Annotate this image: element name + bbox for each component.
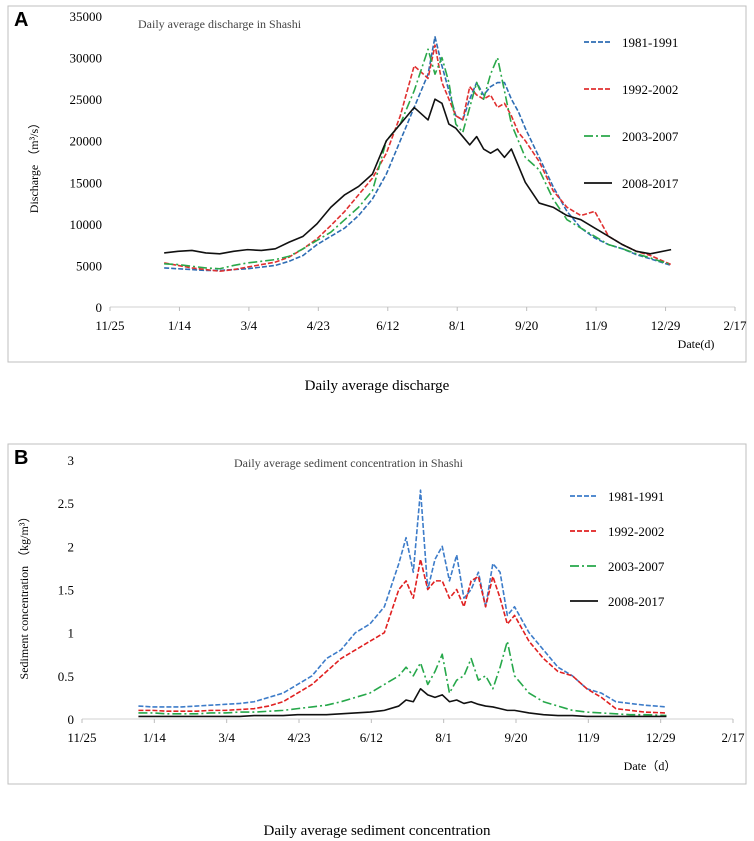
x-tick-label: 11/9 (577, 730, 600, 745)
chart-b-xlabel: Date（d） (624, 759, 677, 773)
series-line-1992-2002 (164, 44, 672, 273)
x-tick-label: 2/17 (723, 318, 747, 333)
y-tick-label: 2.5 (58, 496, 74, 511)
legend-label: 1981-1991 (608, 489, 664, 504)
x-tick-label: 6/12 (376, 318, 399, 333)
series-line-2003-2007 (138, 640, 667, 717)
chart-b-legend: 1981-1991 1992-2002 2003-2007 2008-2017 (570, 489, 665, 609)
chart-b-ylabel: Sediment concentration （kg/m³） (17, 511, 31, 680)
y-tick-label: 10000 (70, 217, 103, 232)
panel-label-a: A (14, 9, 28, 31)
legend-label: 1992-2002 (622, 82, 678, 97)
y-tick-label: 15000 (70, 175, 103, 190)
series-line-2003-2007 (164, 48, 672, 270)
chart-b-title: Daily average sediment concentration in … (234, 456, 464, 470)
y-tick-label: 1.5 (58, 583, 74, 598)
legend-label: 2003-2007 (608, 559, 665, 574)
caption-a: Daily average discharge (304, 378, 450, 394)
legend-label: 1992-2002 (608, 524, 664, 539)
x-tick-label: 8/1 (449, 318, 466, 333)
y-tick-label: 25000 (70, 92, 103, 107)
x-tick-label: 11/9 (585, 318, 608, 333)
y-tick-label: 0 (68, 712, 75, 727)
y-tick-label: 3 (68, 453, 75, 468)
series-line-2008-2017 (164, 98, 672, 255)
y-tick-label: 0 (96, 300, 103, 315)
x-tick-label: 8/1 (435, 730, 452, 745)
chart-b-series (138, 489, 667, 718)
chart-a-legend: 1981-1991 1992-2002 2003-2007 2008-2017 (584, 35, 679, 191)
x-tick-label: 2/17 (721, 730, 745, 745)
caption-b: Daily average sediment concentration (263, 823, 491, 839)
x-tick-label: 11/25 (95, 318, 124, 333)
chart-a-xlabel: Date(d) (678, 337, 715, 351)
legend-label: 1981-1991 (622, 35, 678, 50)
x-tick-label: 4/23 (307, 318, 330, 333)
x-tick-label: 1/14 (143, 730, 167, 745)
y-tick-label: 2 (68, 539, 75, 554)
chart-b-frame (7, 443, 747, 785)
y-tick-label: 5000 (76, 258, 102, 273)
x-tick-label: 11/25 (67, 730, 96, 745)
chart-a-ylabel: Discharge （m³/s） (27, 117, 41, 213)
x-tick-label: 12/29 (646, 730, 676, 745)
legend-label: 2008-2017 (622, 176, 679, 191)
legend-label: 2003-2007 (622, 129, 679, 144)
sediment-chart: B Daily average sediment concentration i… (7, 443, 747, 785)
x-tick-label: 9/20 (515, 318, 538, 333)
series-line-1981-1991 (164, 35, 672, 272)
series-line-1992-2002 (138, 558, 667, 714)
x-tick-label: 3/4 (218, 730, 235, 745)
chart-b-axes: 0 0.5 1 1.5 2 2.5 3 11/25 1/14 3/4 4/23 6/12 8/1 9/20… (58, 453, 745, 745)
y-tick-label: 35000 (70, 9, 103, 24)
y-tick-label: 1 (68, 626, 75, 641)
x-tick-label: 1/14 (168, 318, 192, 333)
y-tick-label: 20000 (70, 134, 103, 149)
series-line-2008-2017 (138, 687, 667, 718)
y-tick-label: 0.5 (58, 669, 74, 684)
chart-a-title: Daily average discharge in Shashi (138, 17, 302, 31)
x-tick-label: 4/23 (287, 730, 310, 745)
x-tick-label: 3/4 (241, 318, 258, 333)
chart-a-series (164, 35, 672, 273)
y-tick-label: 30000 (70, 51, 103, 66)
chart-a-frame (7, 5, 747, 363)
chart-a-axes: 0 5000 10000 15000 20000 25000 30000 35000 11/25… (70, 9, 748, 333)
legend-label: 2008-2017 (608, 594, 665, 609)
x-tick-label: 6/12 (360, 730, 383, 745)
x-tick-label: 9/20 (504, 730, 527, 745)
discharge-chart: A Daily average discharge in Shashi Disc… (7, 5, 748, 363)
panel-label-b: B (14, 447, 28, 469)
x-tick-label: 12/29 (651, 318, 681, 333)
